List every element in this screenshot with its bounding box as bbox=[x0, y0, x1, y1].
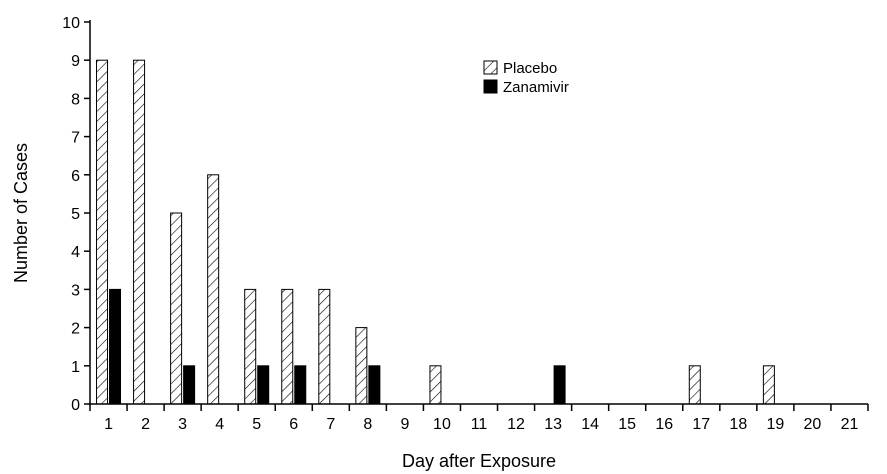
bar-placebo-day-6 bbox=[281, 288, 294, 405]
x-tick-label: 17 bbox=[692, 416, 710, 433]
bar-placebo-day-17 bbox=[688, 365, 701, 405]
x-tick-label: 15 bbox=[618, 416, 636, 433]
bars-layer bbox=[96, 59, 775, 405]
bar-zanamivir-day-3 bbox=[183, 365, 196, 405]
bar-zanamivir-day-5 bbox=[257, 365, 270, 405]
x-tick-label: 5 bbox=[252, 416, 261, 433]
x-tick-label: 20 bbox=[804, 416, 822, 433]
x-tick-label: 1 bbox=[104, 416, 113, 433]
x-tick-label: 9 bbox=[400, 416, 409, 433]
x-tick-label: 8 bbox=[363, 416, 372, 433]
y-tick-label: 8 bbox=[71, 91, 80, 108]
y-tick-label: 6 bbox=[71, 168, 80, 185]
x-tick-label: 18 bbox=[729, 416, 747, 433]
legend-label-zanamivir: Zanamivir bbox=[503, 79, 569, 96]
legend-swatch-zanamivir bbox=[483, 79, 498, 94]
bar-zanamivir-day-6 bbox=[294, 365, 307, 405]
y-tick-label: 7 bbox=[71, 130, 80, 147]
x-tick-label: 21 bbox=[841, 416, 859, 433]
x-axis-title: Day after Exposure bbox=[402, 451, 556, 471]
bar-placebo-day-10 bbox=[429, 365, 442, 405]
x-tick-label: 10 bbox=[433, 416, 451, 433]
bar-placebo-day-19 bbox=[762, 365, 775, 405]
x-tick-label: 4 bbox=[215, 416, 224, 433]
x-tick-label: 7 bbox=[326, 416, 335, 433]
x-tick-label: 2 bbox=[141, 416, 150, 433]
y-tick-label: 3 bbox=[71, 282, 80, 299]
x-tick-label: 19 bbox=[766, 416, 784, 433]
legend-label-placebo: Placebo bbox=[503, 60, 557, 77]
bar-placebo-day-4 bbox=[207, 174, 220, 405]
bar-placebo-day-5 bbox=[244, 288, 257, 405]
bar-placebo-day-8 bbox=[355, 327, 368, 405]
x-tick-label: 12 bbox=[507, 416, 525, 433]
y-axis-title: Number of Cases bbox=[11, 143, 31, 283]
legend: Placebo Zanamivir bbox=[483, 60, 569, 96]
x-tick-label: 11 bbox=[471, 416, 488, 433]
y-tick-label: 0 bbox=[71, 397, 80, 414]
y-tick-label: 4 bbox=[71, 244, 80, 261]
x-tick-label: 6 bbox=[289, 416, 298, 433]
bar-zanamivir-day-1 bbox=[109, 288, 122, 405]
legend-swatch-placebo bbox=[483, 60, 498, 75]
y-tick-label: 1 bbox=[71, 359, 80, 376]
x-tick-label: 3 bbox=[178, 416, 187, 433]
y-tick-label: 2 bbox=[71, 321, 80, 338]
bar-zanamivir-day-13 bbox=[553, 365, 566, 405]
x-tick-label: 16 bbox=[655, 416, 673, 433]
bar-placebo-day-7 bbox=[318, 288, 331, 405]
x-tick-label: 13 bbox=[544, 416, 562, 433]
bar-placebo-day-2 bbox=[133, 59, 146, 405]
y-tick-label: 9 bbox=[71, 53, 80, 70]
bar-placebo-day-1 bbox=[96, 59, 109, 405]
y-tick-label: 5 bbox=[71, 206, 80, 223]
x-tick-label: 14 bbox=[581, 416, 599, 433]
y-tick-label: 10 bbox=[62, 15, 80, 32]
bar-placebo-day-3 bbox=[170, 212, 183, 405]
bar-zanamivir-day-8 bbox=[368, 365, 381, 405]
